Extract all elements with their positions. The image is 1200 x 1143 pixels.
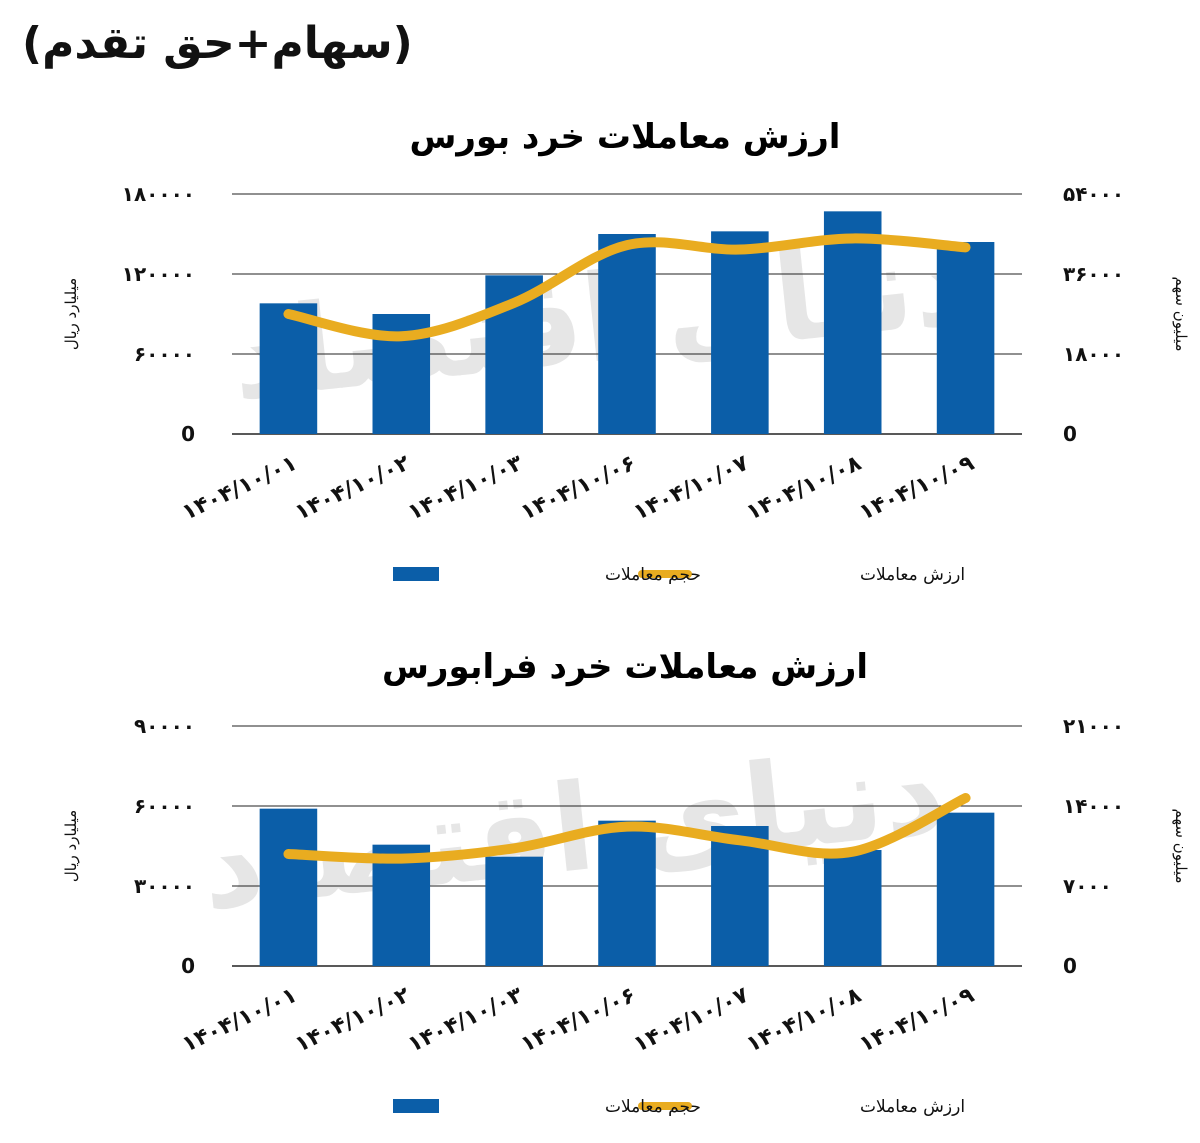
- y-axis-title: میلیارد ریال: [62, 810, 80, 882]
- x-tick-label: ۱۴۰۴/۱۰/۰۷: [630, 983, 753, 1058]
- line-series: [283, 793, 971, 864]
- bar: [598, 234, 656, 434]
- x-tick-label: ۱۴۰۴/۱۰/۰۱: [178, 451, 300, 526]
- chart-title: ارزش معاملات خرد فرابورس: [382, 647, 868, 687]
- y2-tick-label: ۷۰۰۰: [1063, 874, 1112, 898]
- chart-title: ارزش معاملات خرد بورس: [410, 117, 841, 157]
- bar: [711, 231, 769, 434]
- x-tick-label: ۱۴۰۴/۱۰/۰۸: [743, 451, 866, 526]
- x-tick-label: ۱۴۰۴/۱۰/۰۳: [404, 983, 527, 1058]
- y2-tick-label: ۱۸۰۰۰: [1063, 342, 1124, 366]
- bourse-chart: ارزش معاملات خرد بورس 0 ۶۰۰۰۰ ۱۲۰۰۰۰ ۱۸۰۰۰۰ 0…: [62, 117, 1190, 585]
- y2-tick-label: ۱۴۰۰۰: [1063, 794, 1124, 818]
- x-tick-label: ۱۴۰۴/۱۰/۰۲: [291, 983, 414, 1058]
- y2-tick-label: ۳۶۰۰۰: [1063, 262, 1124, 286]
- bar: [936, 812, 995, 966]
- bar: [259, 808, 318, 966]
- y2-tick-label: 0: [1063, 954, 1077, 978]
- legend-bar-label: حجم معاملات: [605, 1097, 701, 1117]
- y2-axis-title: میلیون سهم: [1172, 276, 1190, 351]
- y-tick-label: ۶۰۰۰۰: [134, 342, 195, 366]
- line-series: [283, 233, 971, 342]
- y-tick-label: 0: [181, 422, 195, 446]
- legend-line-label: ارزش معاملات: [860, 1097, 965, 1117]
- farabourse-chart: ارزش معاملات خرد فرابورس 0 ۳۰۰۰۰ ۶۰۰۰۰ ۹۰۰۰۰…: [62, 647, 1190, 1117]
- legend-bar-label: حجم معاملات: [605, 565, 701, 585]
- x-tick-label: ۱۴۰۴/۱۰/۰۲: [291, 451, 414, 526]
- legend-bar-swatch: [393, 567, 439, 581]
- x-tick-label: ۱۴۰۴/۱۰/۰۸: [743, 983, 866, 1058]
- x-tick-label: ۱۴۰۴/۱۰/۰۳: [404, 451, 527, 526]
- y2-tick-label: 0: [1063, 422, 1077, 446]
- y-tick-label: ۳۰۰۰۰: [134, 874, 195, 898]
- page-heading: (سهام+حق تقدم): [22, 18, 413, 69]
- bar: [823, 850, 882, 966]
- x-tick-label: ۱۴۰۴/۱۰/۰۱: [178, 983, 300, 1058]
- y-axis-title: میلیارد ریال: [62, 278, 80, 350]
- bar: [485, 856, 543, 966]
- y-tick-label: 0: [181, 954, 195, 978]
- bar: [823, 211, 882, 434]
- bar: [711, 826, 769, 966]
- y2-tick-label: ۲۱۰۰۰: [1063, 714, 1124, 738]
- y-tick-label: ۱۲۰۰۰۰: [122, 262, 195, 286]
- bar: [259, 303, 318, 434]
- bar: [936, 242, 995, 434]
- x-tick-label: ۱۴۰۴/۱۰/۰۶: [517, 451, 639, 526]
- y-tick-label: ۶۰۰۰۰: [134, 794, 195, 818]
- y-tick-label: ۹۰۰۰۰: [134, 714, 195, 738]
- legend-line-label: ارزش معاملات: [860, 565, 965, 585]
- y2-axis-title: میلیون سهم: [1172, 808, 1190, 883]
- bar: [372, 844, 431, 966]
- x-tick-label: ۱۴۰۴/۱۰/۰۶: [517, 983, 639, 1058]
- x-tick-label: ۱۴۰۴/۱۰/۰۹: [856, 983, 978, 1058]
- y2-tick-label: ۵۴۰۰۰: [1063, 182, 1124, 206]
- legend-bar-swatch: [393, 1099, 439, 1113]
- bar: [598, 820, 656, 966]
- x-tick-label: ۱۴۰۴/۱۰/۰۹: [856, 451, 978, 526]
- x-tick-label: ۱۴۰۴/۱۰/۰۷: [630, 451, 753, 526]
- y-tick-label: ۱۸۰۰۰۰: [122, 182, 195, 206]
